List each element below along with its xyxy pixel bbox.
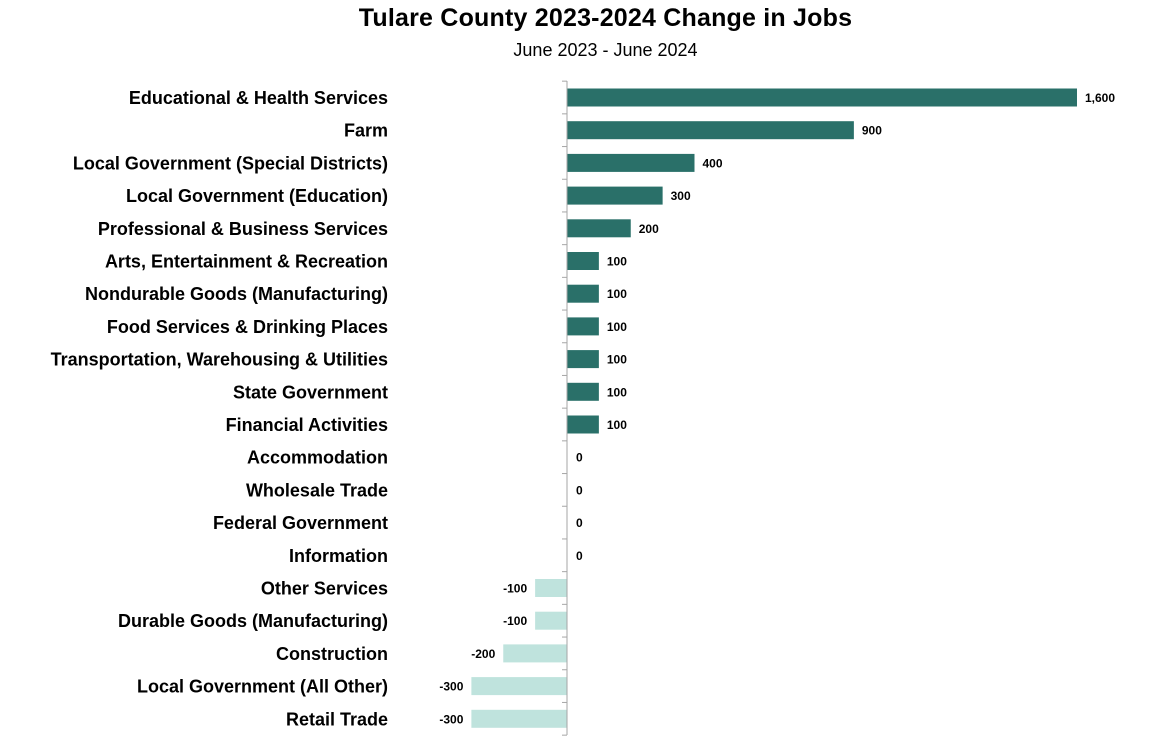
category-label: Federal Government	[213, 513, 388, 533]
bar	[535, 611, 567, 630]
value-label: -300	[439, 712, 463, 726]
bar	[567, 350, 599, 369]
bar	[567, 317, 599, 336]
value-label: 100	[607, 353, 627, 367]
category-label: Nondurable Goods (Manufacturing)	[85, 284, 388, 304]
chart-subtitle: June 2023 - June 2024	[513, 40, 698, 60]
category-label: Food Services & Drinking Places	[107, 317, 388, 337]
bar	[567, 382, 599, 401]
category-label: Financial Activities	[226, 415, 388, 435]
value-label: -100	[503, 614, 527, 628]
bar	[535, 579, 567, 597]
category-label: Accommodation	[247, 448, 388, 468]
bar	[567, 153, 695, 172]
category-label: Durable Goods (Manufacturing)	[118, 611, 388, 631]
chart-title: Tulare County 2023-2024 Change in Jobs	[358, 4, 853, 32]
value-label: -300	[439, 680, 463, 694]
value-label: 0	[576, 549, 583, 563]
value-label: 100	[607, 418, 627, 432]
category-label: State Government	[233, 382, 388, 402]
value-label: 400	[703, 156, 723, 170]
category-label: Other Services	[261, 579, 388, 599]
category-labels: Educational & Health Services Farm Local G…	[51, 88, 388, 729]
category-label: Local Government (Special Districts)	[73, 153, 388, 173]
bar	[567, 415, 599, 434]
value-labels: 1,600 900 400 300 200 100 100 100 100 100 100 0 0 0 0 -…	[439, 91, 1115, 726]
bar	[567, 219, 631, 238]
bar	[567, 284, 599, 303]
value-label: 1,600	[1085, 91, 1115, 105]
category-label: Arts, Entertainment & Recreation	[105, 252, 388, 272]
bar	[503, 644, 567, 663]
bar	[471, 677, 567, 696]
value-label: -200	[471, 647, 495, 661]
value-label: 300	[671, 189, 691, 203]
category-label: Local Government (Education)	[126, 186, 388, 206]
category-axis	[562, 80, 568, 736]
category-label: Information	[289, 546, 388, 566]
bar	[471, 709, 567, 728]
value-label: 900	[862, 124, 882, 138]
category-label: Retail Trade	[286, 709, 388, 729]
category-label: Transportation, Warehousing & Utilities	[51, 350, 388, 370]
bar	[567, 252, 599, 270]
bar	[567, 121, 854, 140]
category-label: Educational & Health Services	[129, 88, 388, 108]
value-label: 0	[576, 483, 583, 497]
value-label: 100	[607, 320, 627, 334]
category-label: Farm	[344, 121, 388, 141]
category-label: Wholesale Trade	[246, 480, 388, 500]
value-label: 200	[639, 222, 659, 236]
bars-group	[471, 88, 1077, 728]
value-label: 100	[607, 287, 627, 301]
category-label: Local Government (All Other)	[137, 677, 388, 697]
value-label: 100	[607, 255, 627, 269]
value-label: -100	[503, 582, 527, 596]
category-label: Construction	[276, 644, 388, 664]
category-label: Professional & Business Services	[98, 219, 388, 239]
value-label: 0	[576, 451, 583, 465]
bar	[567, 88, 1077, 107]
bar	[567, 186, 663, 205]
value-label: 100	[607, 385, 627, 399]
value-label: 0	[576, 516, 583, 530]
